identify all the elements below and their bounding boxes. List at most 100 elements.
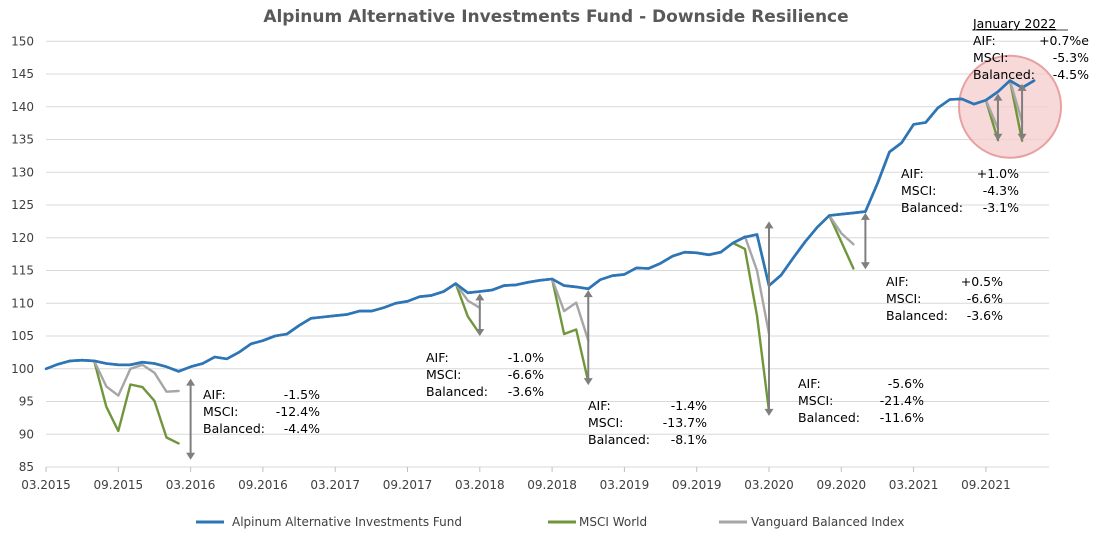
annotation-a2020a: AIF: -5.6% MSCI: -21.4% Balanced: -11.6% xyxy=(798,376,924,425)
annotations: AIF: -1.5% MSCI: -12.4% Balanced: -4.4% AIF: -1… xyxy=(203,16,1089,447)
balanced-line xyxy=(828,214,855,246)
x-tick-label: 09.2016 xyxy=(238,478,288,492)
arrow-head-down xyxy=(993,133,1003,141)
balanced-line xyxy=(984,99,1000,130)
x-tick-label: 09.2017 xyxy=(383,478,433,492)
msci-line xyxy=(550,277,590,384)
balanced-line xyxy=(1008,79,1024,123)
arrow-head-down xyxy=(475,329,485,336)
y-tick-label: 130 xyxy=(11,165,34,179)
arrow-head-up xyxy=(764,221,774,229)
arrow-head-down xyxy=(1017,133,1027,141)
annotation-title: January 2022 xyxy=(972,16,1056,31)
x-tick-label: 03.2018 xyxy=(455,478,505,492)
x-tick-label: 03.2021 xyxy=(889,478,939,492)
arrow-head-down xyxy=(764,408,774,416)
annotation-value: -4.5% xyxy=(1053,67,1089,82)
annotation-value: -8.1% xyxy=(671,432,707,447)
y-axis-ticks: 150 145 140 135 130 125 120 115 110 105 100 95 90 85 xyxy=(11,34,34,474)
highlight-circle xyxy=(958,54,1062,159)
annotation-label: Balanced: xyxy=(588,432,650,447)
x-tick-label: 03.2016 xyxy=(166,478,216,492)
y-tick-label: 95 xyxy=(19,395,34,409)
annotation-a2018a: AIF: -1.0% MSCI: -6.6% Balanced: -3.6% xyxy=(426,350,544,399)
arrow-head-up xyxy=(583,290,593,298)
x-tick-label: 09.2015 xyxy=(93,478,143,492)
aif-line-top xyxy=(45,79,1035,373)
annotation-label: MSCI: xyxy=(973,50,1008,65)
arrow-head-down xyxy=(860,262,870,270)
balanced-line xyxy=(93,359,180,397)
gridlines xyxy=(46,40,1050,468)
annotation-label: Balanced: xyxy=(426,384,488,399)
annotation-value: -3.1% xyxy=(983,200,1019,215)
annotation-label: AIF: xyxy=(203,387,226,402)
annotation-value: -3.6% xyxy=(967,308,1003,323)
legend-label: Vanguard Balanced Index xyxy=(751,515,904,529)
arrow-head-down xyxy=(583,378,593,386)
annotation-value: -3.6% xyxy=(508,384,544,399)
annotation-value: -5.6% xyxy=(888,376,924,391)
annotation-a2018b: AIF: -1.4% MSCI: -13.7% Balanced: -8.1% xyxy=(588,398,707,447)
y-tick-label: 115 xyxy=(11,264,34,278)
annotation-label: Balanced: xyxy=(886,308,948,323)
x-axis-ticks: 03.2015 09.2015 03.2016 09.2016 03.2017 09.20… xyxy=(21,467,1011,492)
legend-label: MSCI World xyxy=(579,515,647,529)
x-tick-label: 03.2015 xyxy=(21,478,71,492)
annotation-a2021: AIF: +1.0% MSCI: -4.3% Balanced: -3.1% xyxy=(901,166,1019,215)
x-tick-label: 03.2017 xyxy=(310,478,360,492)
annotation-value: +0.7%e xyxy=(1039,33,1089,48)
annotation-a2022: January 2022 AIF: +0.7%e MSCI: -5.3% Balanced… xyxy=(972,16,1089,82)
annotation-label: Balanced: xyxy=(973,67,1035,82)
chart-title: Alpinum Alternative Investments Fund - D… xyxy=(263,7,848,27)
y-tick-label: 85 xyxy=(19,460,34,474)
legend-label: Alpinum Alternative Investments Fund xyxy=(232,515,462,529)
annotation-label: AIF: xyxy=(798,376,821,391)
msci-line xyxy=(828,214,855,270)
annotation-value: -5.3% xyxy=(1053,50,1089,65)
annotation-label: AIF: xyxy=(588,398,611,413)
annotation-value: -1.0% xyxy=(508,350,544,365)
annotation-value: +0.5% xyxy=(961,274,1003,289)
annotation-value: -13.7% xyxy=(663,415,707,430)
annotation-label: MSCI: xyxy=(203,404,238,419)
balanced-line xyxy=(550,277,590,342)
x-tick-label: 09.2020 xyxy=(816,478,866,492)
y-tick-label: 135 xyxy=(11,133,34,147)
x-tick-label: 09.2019 xyxy=(672,478,722,492)
arrow-head-up xyxy=(186,378,196,386)
x-tick-label: 03.2019 xyxy=(600,478,650,492)
balanced-line xyxy=(454,282,481,309)
annotation-label: MSCI: xyxy=(901,183,936,198)
msci-line xyxy=(93,359,180,445)
series-lines xyxy=(44,79,1036,445)
annotation-label: MSCI: xyxy=(426,367,461,382)
annotation-value: -6.6% xyxy=(508,367,544,382)
annotation-label: MSCI: xyxy=(798,393,833,408)
arrow-head-down xyxy=(186,452,196,460)
annotation-value: -1.4% xyxy=(671,398,707,413)
y-tick-label: 105 xyxy=(11,329,34,343)
annotation-label: Balanced: xyxy=(203,421,265,436)
arrow-head-up xyxy=(475,293,485,301)
annotation-label: MSCI: xyxy=(886,291,921,306)
annotation-value: -4.3% xyxy=(983,183,1019,198)
y-tick-label: 90 xyxy=(19,427,34,441)
annotation-value: -1.5% xyxy=(284,387,320,402)
highlight-layer xyxy=(958,54,1062,159)
annotation-label: AIF: xyxy=(973,33,996,48)
drawdown-arrows xyxy=(186,83,1027,460)
annotation-value: -12.4% xyxy=(276,404,320,419)
annotation-value: -21.4% xyxy=(880,393,924,408)
annotation-value: +1.0% xyxy=(977,166,1019,181)
annotation-label: AIF: xyxy=(426,350,449,365)
y-tick-label: 150 xyxy=(11,34,34,48)
y-tick-label: 110 xyxy=(11,296,34,310)
msci-line xyxy=(454,282,481,336)
annotation-value: -4.4% xyxy=(284,421,320,436)
x-tick-label: 09.2021 xyxy=(961,478,1011,492)
y-tick-label: 145 xyxy=(11,67,34,81)
annotation-a2020b: AIF: +0.5% MSCI: -6.6% Balanced: -3.6% xyxy=(886,274,1003,323)
y-tick-label: 120 xyxy=(11,231,34,245)
